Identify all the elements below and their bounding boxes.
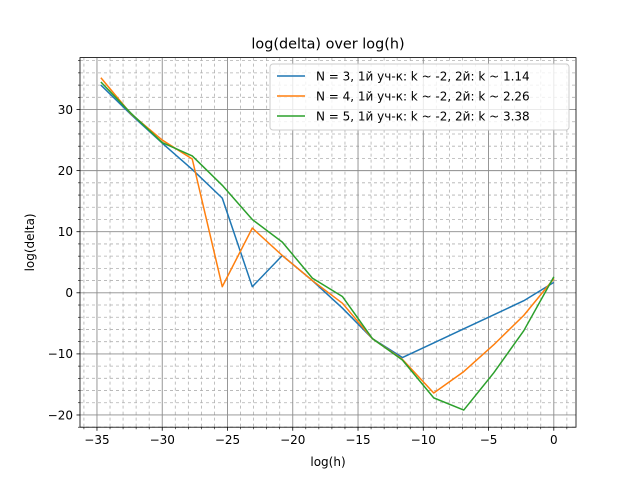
legend-label-3: N = 5, 1й уч-к: k ~ -2, 2й: k ~ 3.38 <box>316 109 530 123</box>
chart-title: log(delta) over log(h) <box>251 37 404 53</box>
x-tick-label: −30 <box>150 433 175 447</box>
y-tick-label: 10 <box>58 225 73 239</box>
x-tick-label: −25 <box>215 433 240 447</box>
y-axis-ticks: −20 −10 0 10 20 30 <box>48 60 80 428</box>
legend-label-2: N = 4, 1й уч-к: k ~ -2, 2й: k ~ 2.26 <box>316 89 530 103</box>
x-tick-label: −5 <box>480 433 498 447</box>
series-line-3 <box>100 81 555 411</box>
y-axis-label: log(delta) <box>23 213 37 271</box>
series-lines <box>100 77 555 411</box>
x-axis-label: log(h) <box>310 455 345 469</box>
series-line-1 <box>100 84 555 359</box>
legend: N = 3, 1й уч-к: k ~ -2, 2й: k ~ 1.14 N = … <box>269 63 570 131</box>
legend-box <box>269 63 570 131</box>
legend-label-1: N = 3, 1й уч-к: k ~ -2, 2й: k ~ 1.14 <box>316 69 530 83</box>
y-tick-label: −10 <box>48 347 73 361</box>
x-tick-label: −35 <box>84 433 109 447</box>
x-tick-label: −15 <box>345 433 370 447</box>
plot-frame <box>79 57 577 428</box>
x-tick-label: 0 <box>550 433 558 447</box>
x-axis-ticks: −35 −30 −25 −20 −15 −10 −5 0 <box>83 427 568 447</box>
y-tick-label: 20 <box>58 164 73 178</box>
y-tick-label: −20 <box>48 408 73 422</box>
x-tick-label: −10 <box>411 433 436 447</box>
y-tick-label: 0 <box>65 286 73 300</box>
y-tick-label: 30 <box>58 103 73 117</box>
x-tick-label: −20 <box>280 433 305 447</box>
